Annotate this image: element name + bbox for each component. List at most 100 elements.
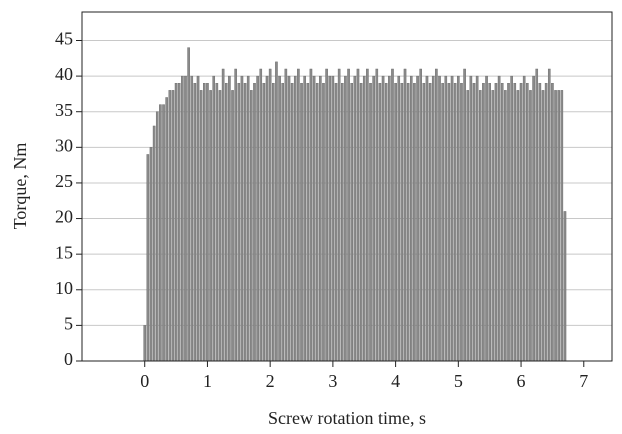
x-tick-label: 0: [140, 371, 149, 391]
bar: [362, 75, 366, 362]
bar: [174, 83, 178, 362]
bar: [513, 83, 517, 362]
bar: [551, 83, 554, 362]
bar: [397, 75, 401, 362]
bar: [284, 68, 288, 362]
bar: [237, 83, 241, 362]
x-tick-label: 2: [266, 371, 275, 391]
bar: [406, 83, 410, 362]
bar: [466, 90, 470, 362]
bar: [331, 75, 335, 362]
bar: [340, 83, 344, 362]
bar: [482, 83, 485, 362]
bar: [256, 75, 259, 362]
bar: [300, 83, 303, 362]
bar: [306, 83, 310, 362]
y-tick-label: 30: [55, 135, 73, 155]
bar: [309, 68, 313, 362]
plot-frame: [81, 11, 613, 362]
y-axis-label: Torque, Nm: [10, 143, 30, 230]
bar: [529, 90, 532, 362]
bar: [372, 75, 375, 362]
bar: [494, 83, 498, 362]
bar: [265, 75, 269, 362]
bar: [431, 75, 435, 362]
y-tick-label: 40: [55, 64, 73, 84]
bar: [209, 90, 212, 362]
bar: [447, 83, 451, 362]
y-tick-label: 35: [55, 100, 73, 120]
bar: [557, 90, 560, 362]
bar: [384, 83, 388, 362]
bar: [547, 68, 551, 362]
bar: [516, 90, 520, 362]
bar: [275, 61, 278, 362]
bar: [532, 75, 535, 362]
bar: [416, 75, 419, 362]
bar: [563, 211, 567, 362]
y-tick-label: 25: [55, 171, 73, 191]
bar: [350, 83, 354, 362]
bar: [510, 75, 513, 362]
y-tick-label: 10: [55, 278, 73, 298]
x-tick-label: 4: [391, 371, 400, 391]
bar: [259, 68, 263, 362]
bar: [400, 83, 404, 362]
bar: [422, 83, 426, 362]
bar: [353, 75, 357, 362]
y-tick-label: 45: [55, 29, 73, 49]
bar: [303, 75, 306, 362]
bar: [196, 75, 200, 362]
bar: [177, 83, 181, 362]
bar: [538, 83, 542, 362]
bar: [184, 75, 187, 362]
bar: [315, 83, 319, 362]
bar: [469, 75, 473, 362]
x-tick-label: 3: [328, 371, 337, 391]
bar: [425, 75, 429, 362]
bar: [187, 47, 190, 362]
bar: [199, 90, 203, 362]
bar: [560, 90, 564, 362]
bar: [221, 68, 225, 362]
bar: [168, 90, 172, 362]
bar: [485, 75, 488, 362]
bar: [193, 83, 197, 362]
bar: [312, 75, 316, 362]
bar: [435, 68, 438, 362]
x-tick-label: 1: [203, 371, 212, 391]
bar: [491, 90, 495, 362]
bar: [519, 83, 523, 362]
bar: [287, 75, 291, 362]
bar: [413, 83, 416, 362]
bar: [155, 111, 159, 362]
bar: [171, 90, 175, 362]
x-axis-label: Screw rotation time, s: [268, 408, 426, 428]
bar: [246, 75, 250, 362]
bar: [497, 75, 501, 362]
x-tick-label: 6: [517, 371, 526, 391]
bar: [507, 83, 510, 362]
bar: [369, 83, 372, 362]
bar: [228, 75, 231, 362]
bar: [319, 75, 322, 362]
bar: [526, 83, 529, 362]
bar: [281, 83, 285, 362]
bar: [152, 125, 156, 362]
bar: [475, 75, 479, 362]
bar: [218, 90, 222, 362]
bar: [181, 75, 184, 362]
bar: [438, 75, 441, 362]
bar: [472, 83, 476, 362]
bar: [457, 75, 460, 362]
x-tick-label: 7: [579, 371, 588, 391]
bar: [504, 90, 507, 362]
bar: [347, 68, 350, 362]
bar: [460, 83, 463, 362]
bar: [159, 104, 162, 362]
bar: [250, 90, 253, 362]
bar: [162, 104, 165, 362]
bar: [272, 83, 275, 362]
bar: [143, 325, 147, 362]
